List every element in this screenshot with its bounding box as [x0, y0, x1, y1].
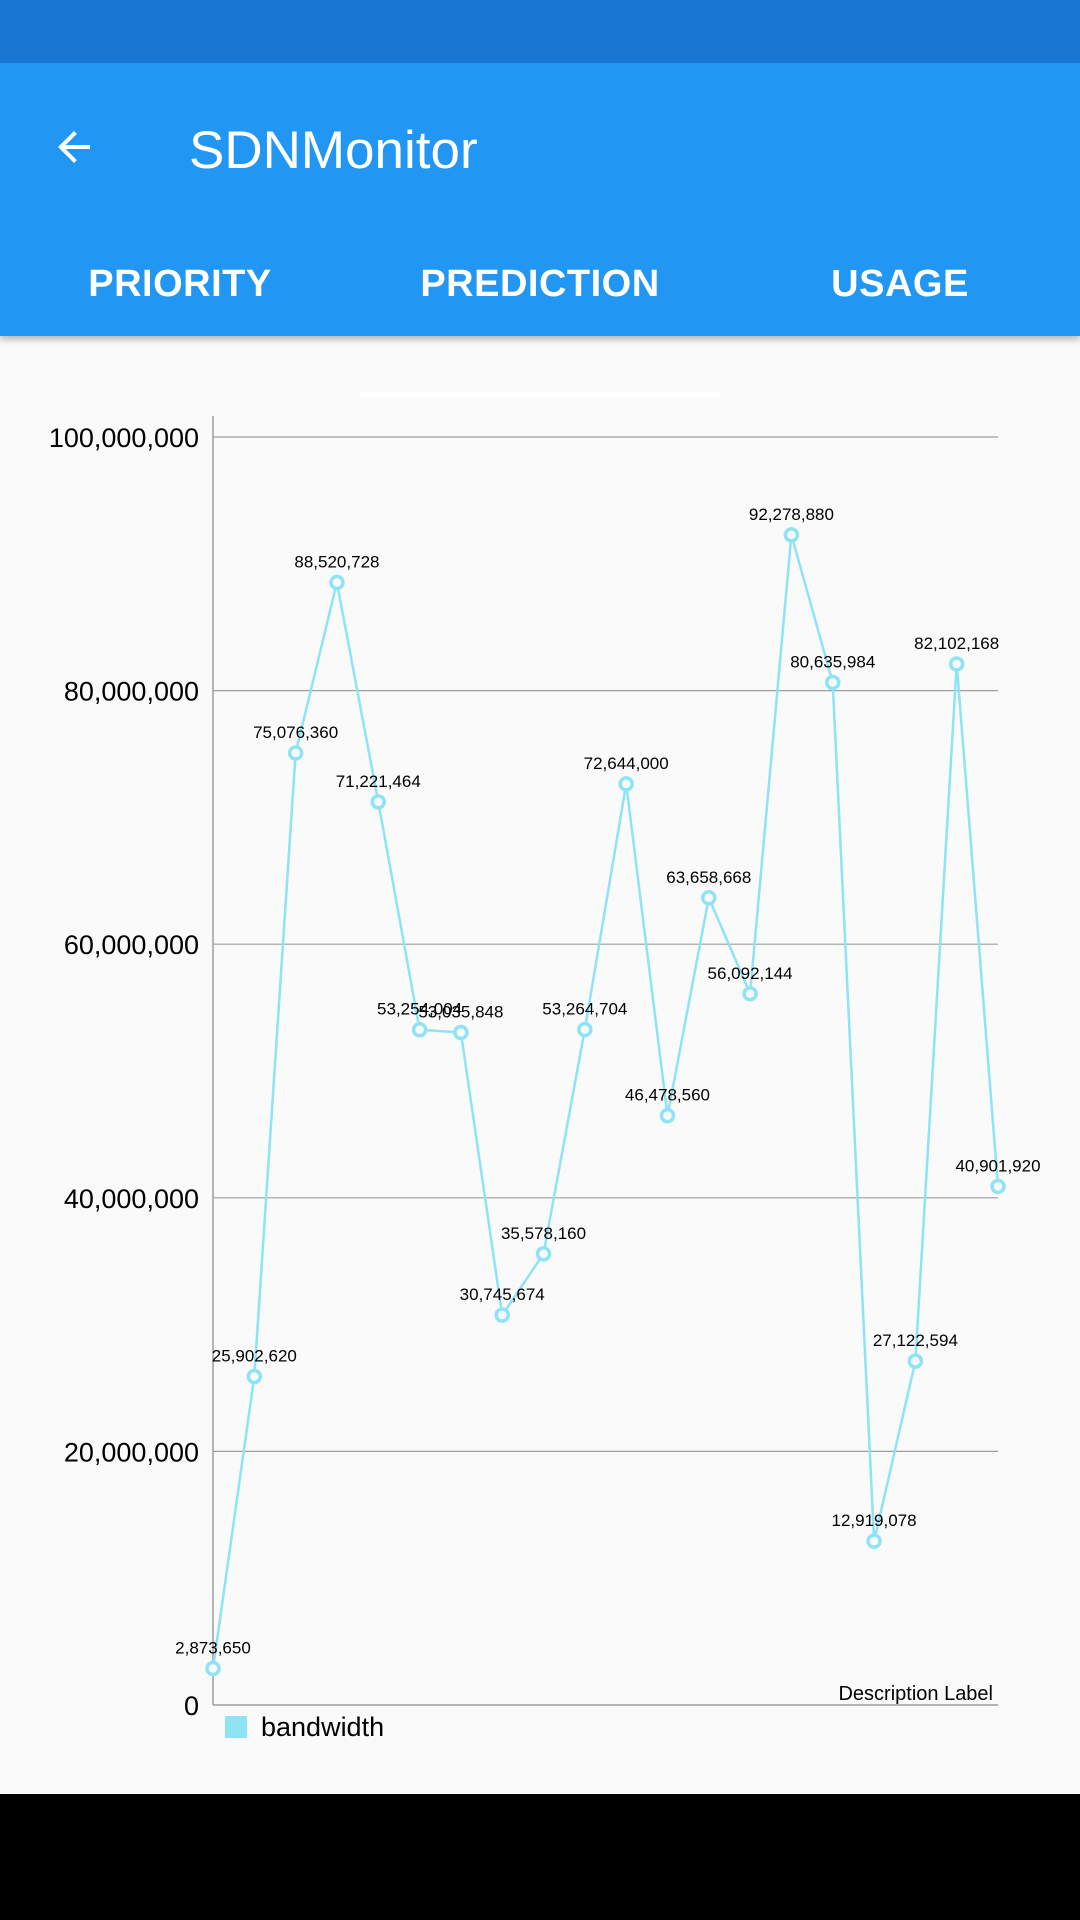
data-label: 82,102,168: [914, 634, 999, 653]
data-point[interactable]: [287, 745, 304, 761]
arrow-back-icon: [58, 131, 90, 163]
data-label: 53,035,848: [418, 1003, 503, 1022]
data-point[interactable]: [866, 1533, 882, 1549]
grid-layer: [213, 436, 998, 1453]
data-label: 2,873,650: [175, 1639, 251, 1658]
data-label: 12,919,078: [832, 1511, 917, 1530]
data-point[interactable]: [990, 1178, 1006, 1195]
series-line-bandwidth: [211, 534, 1000, 1669]
tab-prediction[interactable]: PREDICTION: [360, 233, 720, 336]
data-label: 88,520,728: [294, 553, 379, 572]
data-point[interactable]: [783, 527, 800, 543]
data-label: 92,278,880: [749, 505, 834, 524]
data-label: 71,221,464: [336, 772, 421, 791]
description-label: Description Label: [838, 1683, 993, 1705]
y-tick-label: 80,000,000: [64, 677, 199, 707]
tab-prediction-label: PREDICTION: [420, 263, 660, 305]
data-point[interactable]: [948, 656, 965, 672]
data-point[interactable]: [411, 1021, 428, 1038]
data-label: 56,092,144: [708, 964, 793, 983]
app-bar: SDNMonitor PRIORITY PREDICTION USAGE: [0, 63, 1080, 398]
line-layer: [211, 534, 1000, 1669]
data-point[interactable]: [701, 890, 717, 906]
data-label: 53,254,004: [377, 1000, 462, 1019]
tab-priority-label: PRIORITY: [88, 263, 272, 305]
data-point[interactable]: [453, 1024, 469, 1041]
legend-swatch: [225, 1716, 247, 1738]
data-label: 30,745,674: [460, 1285, 545, 1304]
data-label: 63,658,668: [666, 868, 751, 887]
data-point[interactable]: [370, 794, 387, 810]
content-area: [0, 336, 1080, 1794]
line-chart[interactable]: 0 20,000,000 40,000,000 60,000,000 80,000,00…: [0, 336, 1080, 1794]
data-label: 25,902,620: [212, 1347, 297, 1366]
data-point[interactable]: [535, 1246, 552, 1262]
legend-label: bandwidth: [261, 1712, 384, 1742]
data-label: 75,076,360: [253, 723, 338, 742]
tab-usage-label: USAGE: [831, 263, 969, 305]
data-label: 72,644,000: [584, 754, 669, 773]
data-point[interactable]: [907, 1353, 924, 1369]
data-point[interactable]: [205, 1660, 221, 1677]
y-tick-label: 100,000,000: [49, 423, 199, 453]
app-title: SDNMonitor: [189, 121, 478, 180]
data-point[interactable]: [659, 1107, 676, 1124]
data-label: 35,578,160: [501, 1224, 586, 1243]
y-tick-label: 60,000,000: [64, 930, 199, 960]
point-layer: [205, 527, 1006, 1677]
data-label: 27,122,594: [873, 1331, 958, 1350]
y-tick-label: 0: [184, 1691, 199, 1721]
data-point[interactable]: [494, 1307, 510, 1323]
data-label: 80,635,984: [790, 653, 875, 672]
tab-indicator: [360, 392, 720, 398]
data-point[interactable]: [577, 1021, 593, 1038]
tab-priority[interactable]: PRIORITY: [0, 233, 360, 336]
tab-usage[interactable]: USAGE: [720, 233, 1080, 336]
data-label: 53,264,704: [542, 1000, 627, 1019]
data-label: 46,478,560: [625, 1086, 710, 1105]
axis-layer: 0 20,000,000 40,000,000 60,000,000 80,000,00…: [49, 416, 998, 1721]
data-point[interactable]: [824, 674, 841, 691]
label-layer: 2,873,650 25,902,620 75,076,360 88,520,728 7…: [175, 505, 1040, 1658]
data-label: 40,901,920: [955, 1156, 1040, 1175]
data-point[interactable]: [618, 776, 634, 792]
data-point[interactable]: [246, 1368, 263, 1385]
y-tick-label: 20,000,000: [64, 1437, 199, 1467]
back-button[interactable]: [30, 103, 118, 191]
navigation-bar: [0, 1794, 1080, 1920]
data-point[interactable]: [329, 574, 345, 591]
data-point[interactable]: [742, 986, 758, 1002]
status-bar: [0, 0, 1080, 63]
y-tick-label: 40,000,000: [64, 1184, 199, 1214]
